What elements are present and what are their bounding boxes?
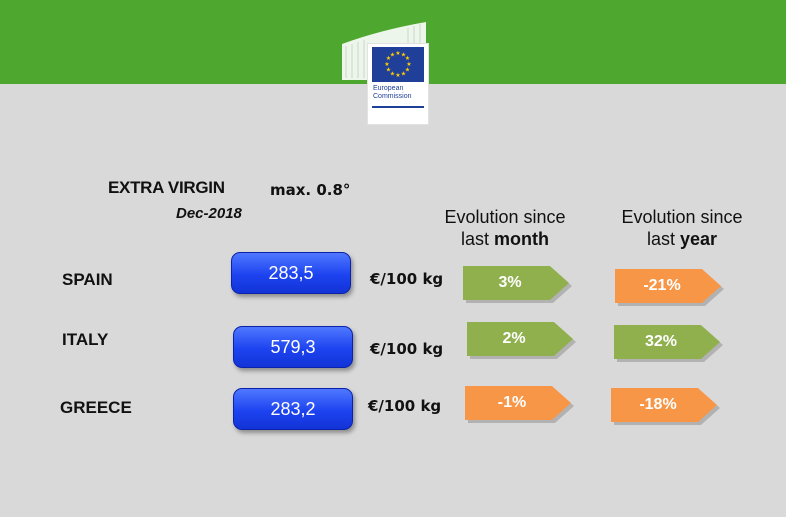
- logo-line-2: Commission: [373, 93, 412, 100]
- european-commission-logo: ★ ★ ★ ★ ★ ★ ★ ★ ★ ★ ★ ★ European Commission: [340, 18, 440, 124]
- unit-label-greece: €/100 kg: [368, 397, 442, 415]
- svg-text:★: ★: [390, 71, 395, 78]
- month-change-greece: -1%: [465, 386, 571, 420]
- year-change-italy: 32%: [614, 325, 720, 359]
- column-header-year-line1: Evolution since: [621, 207, 743, 227]
- price-box-greece: 283,2: [233, 388, 353, 430]
- logo-card: ★ ★ ★ ★ ★ ★ ★ ★ ★ ★ ★ ★ European Commission: [368, 44, 428, 124]
- unit-label-spain: €/100 kg: [370, 270, 444, 288]
- column-header-year-line2: last year: [597, 228, 767, 250]
- country-label-italy: ITALY: [62, 330, 109, 349]
- column-header-month-line2: last month: [420, 228, 590, 250]
- price-box-italy: 579,3: [233, 326, 353, 368]
- column-header-year: Evolution since last year: [597, 206, 767, 250]
- column-header-year-bold: year: [679, 229, 718, 249]
- svg-text:★: ★: [405, 55, 410, 62]
- logo-text: European Commission: [373, 85, 428, 101]
- column-header-month-bold: month: [494, 229, 549, 249]
- column-header-month-prefix: last: [461, 229, 495, 249]
- svg-text:★: ★: [401, 71, 406, 78]
- year-change-greece: -18%: [611, 388, 717, 422]
- svg-text:★: ★: [384, 61, 389, 68]
- svg-text:★: ★: [386, 67, 391, 74]
- country-label-spain: SPAIN: [62, 270, 113, 289]
- month-change-italy: 2%: [467, 322, 573, 356]
- month-change-spain: 3%: [463, 266, 569, 300]
- product-title: EXTRA VIRGIN: [108, 178, 225, 197]
- eu-flag-icon: ★ ★ ★ ★ ★ ★ ★ ★ ★ ★ ★ ★: [372, 47, 424, 82]
- year-change-spain: -21%: [615, 269, 721, 303]
- svg-text:★: ★: [386, 55, 391, 62]
- svg-text:★: ★: [405, 67, 410, 74]
- price-box-spain: 283,5: [231, 252, 351, 294]
- svg-text:★: ★: [401, 52, 406, 59]
- column-header-month: Evolution since last month: [420, 206, 590, 250]
- acidity-label: max. 0.8°: [270, 181, 351, 199]
- unit-label-italy: €/100 kg: [370, 340, 444, 358]
- svg-text:★: ★: [390, 52, 395, 59]
- country-label-greece: GREECE: [60, 398, 132, 417]
- period-label: Dec-2018: [176, 205, 242, 222]
- logo-line-1: European: [373, 85, 404, 92]
- svg-text:★: ★: [395, 72, 400, 79]
- column-header-month-line1: Evolution since: [444, 207, 566, 227]
- logo-underline: [372, 106, 424, 108]
- column-header-year-prefix: last: [646, 229, 680, 249]
- svg-text:★: ★: [395, 50, 400, 57]
- svg-text:★: ★: [406, 61, 411, 68]
